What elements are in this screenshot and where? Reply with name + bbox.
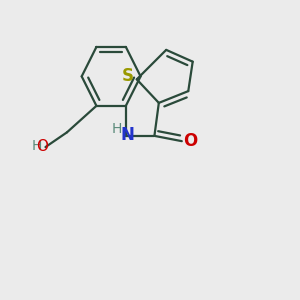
Text: H: H (32, 139, 42, 153)
Text: O: O (183, 132, 197, 150)
Text: N: N (121, 126, 135, 144)
Text: H: H (112, 122, 122, 136)
Text: S: S (122, 68, 134, 85)
Text: O: O (36, 139, 48, 154)
